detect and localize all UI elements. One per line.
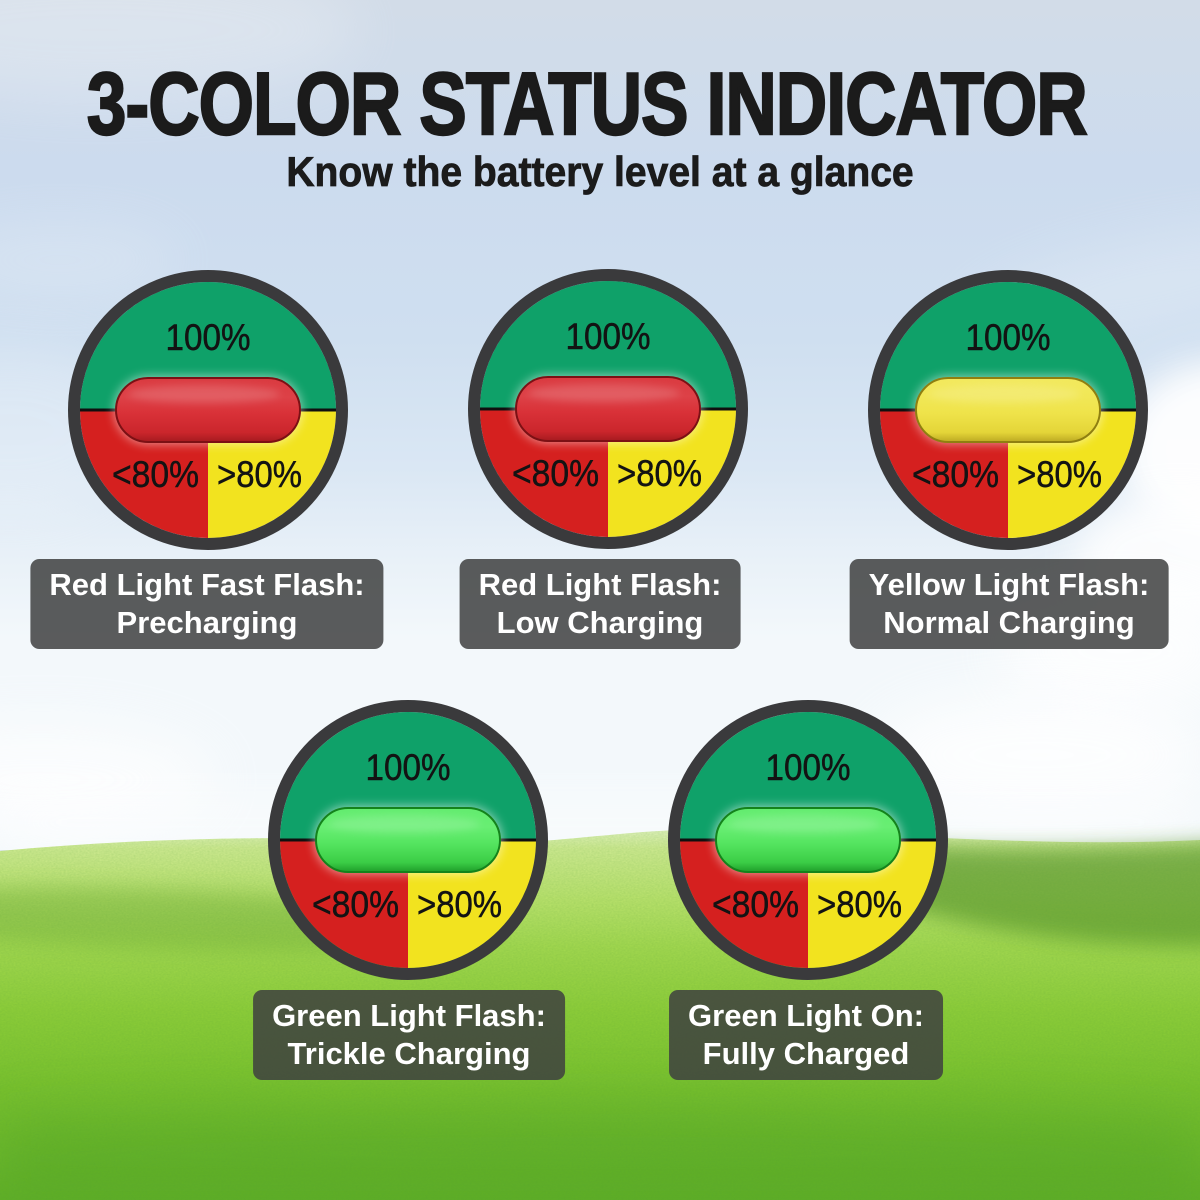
svg-text:>80%: >80% xyxy=(217,454,302,495)
svg-text:<80%: <80% xyxy=(912,454,999,495)
svg-text:100%: 100% xyxy=(966,317,1051,358)
svg-text:100%: 100% xyxy=(366,747,451,788)
svg-text:<80%: <80% xyxy=(112,454,199,495)
svg-text:<80%: <80% xyxy=(512,453,599,494)
svg-text:100%: 100% xyxy=(566,316,651,357)
svg-text:>80%: >80% xyxy=(817,884,902,925)
svg-text:100%: 100% xyxy=(766,747,851,788)
svg-text:<80%: <80% xyxy=(312,884,399,925)
svg-text:>80%: >80% xyxy=(1017,454,1102,495)
svg-text:>80%: >80% xyxy=(617,453,702,494)
svg-text:<80%: <80% xyxy=(712,884,799,925)
svg-text:100%: 100% xyxy=(166,317,251,358)
svg-text:>80%: >80% xyxy=(417,884,502,925)
